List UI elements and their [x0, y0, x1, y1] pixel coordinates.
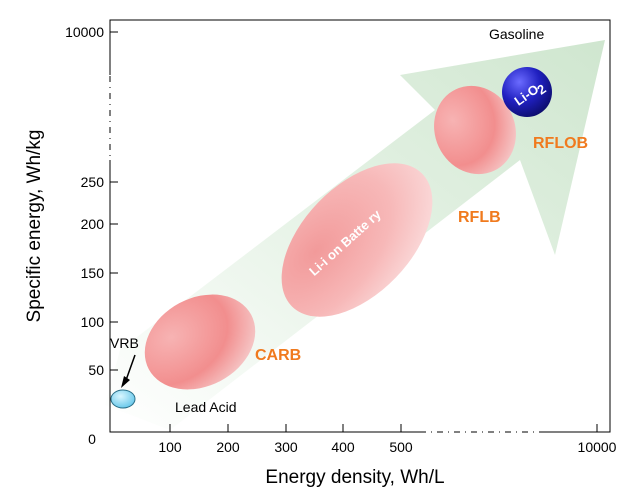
- rflb-label: RFLB: [458, 209, 501, 226]
- lead-acid-label: Lead Acid: [175, 399, 237, 415]
- vrb-pointer-head: [121, 376, 130, 388]
- x-ticks: [169, 424, 598, 432]
- x-tick-label: 200: [216, 439, 240, 455]
- y-ticks: [110, 31, 118, 371]
- y-tick-label: 10000: [65, 24, 104, 40]
- y-tick-label: 250: [81, 174, 105, 190]
- y-tick-label: 200: [81, 216, 105, 232]
- x-tick-label: 100: [158, 439, 182, 455]
- vrb-region: [110, 389, 136, 409]
- rflb-region: [434, 85, 516, 175]
- x-tick-label: 400: [331, 439, 355, 455]
- y-axis-title: Specific energy, Wh/kg: [24, 130, 45, 323]
- x-tick-label: 10000: [578, 439, 617, 455]
- x-tick-label: 300: [274, 439, 298, 455]
- li-o2-label: Li-O 2: [512, 81, 549, 108]
- plot-frame: [109, 19, 611, 433]
- vrb-label: VRB: [110, 335, 139, 351]
- x-axis-title: Energy density, Wh/L: [265, 467, 444, 487]
- carb-label: CARB: [255, 347, 301, 364]
- lead-acid-region: [144, 294, 256, 390]
- li-ion-region: [281, 163, 433, 317]
- x-tick-label: 0: [88, 431, 96, 447]
- y-tick-label: 50: [88, 362, 104, 378]
- gasoline-label: Gasoline: [489, 26, 544, 42]
- x-tick-label: 500: [389, 439, 413, 455]
- rflob-label: RFLOB: [533, 135, 588, 152]
- y-tick-label: 100: [81, 314, 105, 330]
- li-o2-region: [502, 67, 552, 117]
- y-tick-label: 150: [81, 265, 105, 281]
